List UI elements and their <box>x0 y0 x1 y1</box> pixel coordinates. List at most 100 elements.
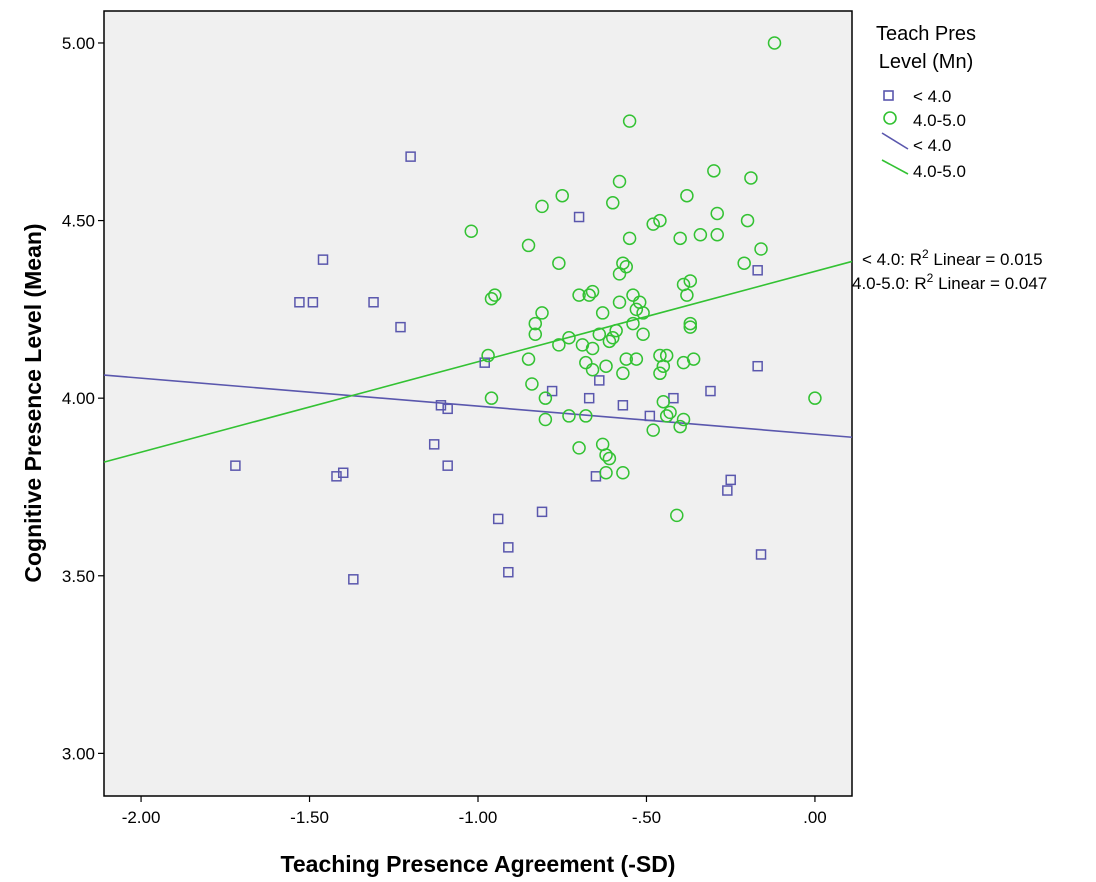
legend-label-low-line: < 4.0 <box>913 136 951 155</box>
data-point-mid <box>710 228 724 242</box>
data-point-mid <box>528 316 543 331</box>
data-point-low <box>503 542 514 553</box>
data-point-mid <box>673 231 687 246</box>
data-point-mid <box>686 352 701 366</box>
data-point-mid <box>555 188 569 203</box>
data-point-mid <box>602 451 617 466</box>
data-point-mid <box>673 419 687 434</box>
fit-line-low <box>103 374 853 439</box>
data-point-mid <box>636 306 650 320</box>
data-point-mid <box>653 213 667 228</box>
data-point-low <box>317 254 329 265</box>
data-point-mid <box>646 217 660 231</box>
fit-line-mid <box>103 260 853 463</box>
data-point-mid <box>481 348 495 363</box>
data-point-low <box>442 460 453 471</box>
data-point-low <box>492 513 504 525</box>
data-point-mid <box>659 348 674 363</box>
data-point-mid <box>653 366 667 381</box>
data-point-mid <box>538 391 553 405</box>
data-point-mid <box>612 295 627 310</box>
data-point-low <box>368 297 379 308</box>
data-point-mid <box>582 288 596 302</box>
fit-lines <box>103 260 853 463</box>
data-point-mid <box>525 377 539 391</box>
x-tick-label: -.50 <box>632 808 661 827</box>
data-point-mid <box>629 352 644 366</box>
fit-annotation-low: < 4.0: R2 Linear = 0.015 <box>862 247 1043 269</box>
data-point-low <box>428 439 440 450</box>
data-point-mid <box>680 288 694 302</box>
data-point-low <box>644 410 656 422</box>
data-point-low <box>617 400 629 411</box>
y-tick-label: 3.00 <box>62 744 95 763</box>
data-point-low <box>294 297 305 308</box>
legend-label-low-points: < 4.0 <box>913 87 951 106</box>
data-point-mid <box>464 224 479 238</box>
data-point-mid <box>488 288 502 302</box>
data-point-mid <box>552 256 566 270</box>
data-point-mid <box>572 441 586 455</box>
data-point-mid <box>606 196 620 210</box>
data-point-mid <box>484 291 499 306</box>
data-point-low <box>546 385 558 397</box>
x-tick-label: .00 <box>803 808 827 827</box>
data-point-mid <box>602 334 617 349</box>
data-point-mid <box>592 327 607 341</box>
data-point-mid <box>595 306 610 320</box>
data-point-mid <box>612 174 627 189</box>
data-point-mid <box>683 316 698 331</box>
data-point-low <box>573 211 585 223</box>
data-point-mid <box>626 288 640 302</box>
data-point-mid <box>585 363 600 377</box>
data-point-low <box>752 265 763 276</box>
data-point-mid <box>622 231 637 246</box>
legend-line-low <box>881 132 909 150</box>
data-point-mid <box>609 323 623 338</box>
data-point-mid <box>622 114 637 128</box>
data-point-low <box>705 385 716 397</box>
fit-annotation-mid-suffix: Linear = 0.047 <box>933 274 1047 293</box>
y-tick-label: 3.50 <box>62 567 95 586</box>
data-point-mid <box>710 206 724 221</box>
data-point-mid <box>579 409 593 423</box>
data-point-mid <box>767 36 782 50</box>
data-point-low <box>536 506 548 518</box>
data-point-low <box>442 403 453 415</box>
data-point-mid <box>663 405 677 420</box>
data-point-low <box>594 375 605 386</box>
data-point-low <box>405 151 416 162</box>
data-point-low <box>725 474 736 486</box>
fit-annotation-low-prefix: < 4.0: R <box>862 250 922 269</box>
data-point-mid <box>484 391 499 405</box>
data-point-mid <box>535 199 549 214</box>
data-point-mid <box>562 409 576 423</box>
data-point-low <box>331 471 342 482</box>
data-point-mid <box>683 320 698 334</box>
data-point-mid <box>619 259 634 274</box>
data-points <box>230 36 822 585</box>
data-point-mid <box>535 306 549 320</box>
data-point-mid <box>606 331 620 345</box>
legend-line-mid <box>881 159 909 175</box>
data-point-mid <box>585 341 600 356</box>
data-point-mid <box>740 213 755 228</box>
data-point-mid <box>629 302 644 317</box>
data-point-mid <box>619 352 634 366</box>
y-tick-label: 4.50 <box>62 212 95 231</box>
data-point-mid <box>808 391 822 405</box>
data-point-low <box>337 467 349 479</box>
data-point-low <box>435 400 447 411</box>
data-point-mid <box>680 188 694 203</box>
plot-area <box>103 10 853 797</box>
data-point-mid <box>676 412 691 427</box>
data-point-mid <box>528 327 543 341</box>
y-axis-title: Cognitive Presence Level (Mean) <box>20 223 46 582</box>
data-point-low <box>752 360 763 372</box>
data-point-mid <box>552 338 566 352</box>
data-point-mid <box>616 466 630 480</box>
data-point-low <box>503 566 514 578</box>
data-point-low <box>755 549 767 560</box>
y-tick-label: 4.00 <box>62 389 95 408</box>
data-point-mid <box>693 228 708 242</box>
